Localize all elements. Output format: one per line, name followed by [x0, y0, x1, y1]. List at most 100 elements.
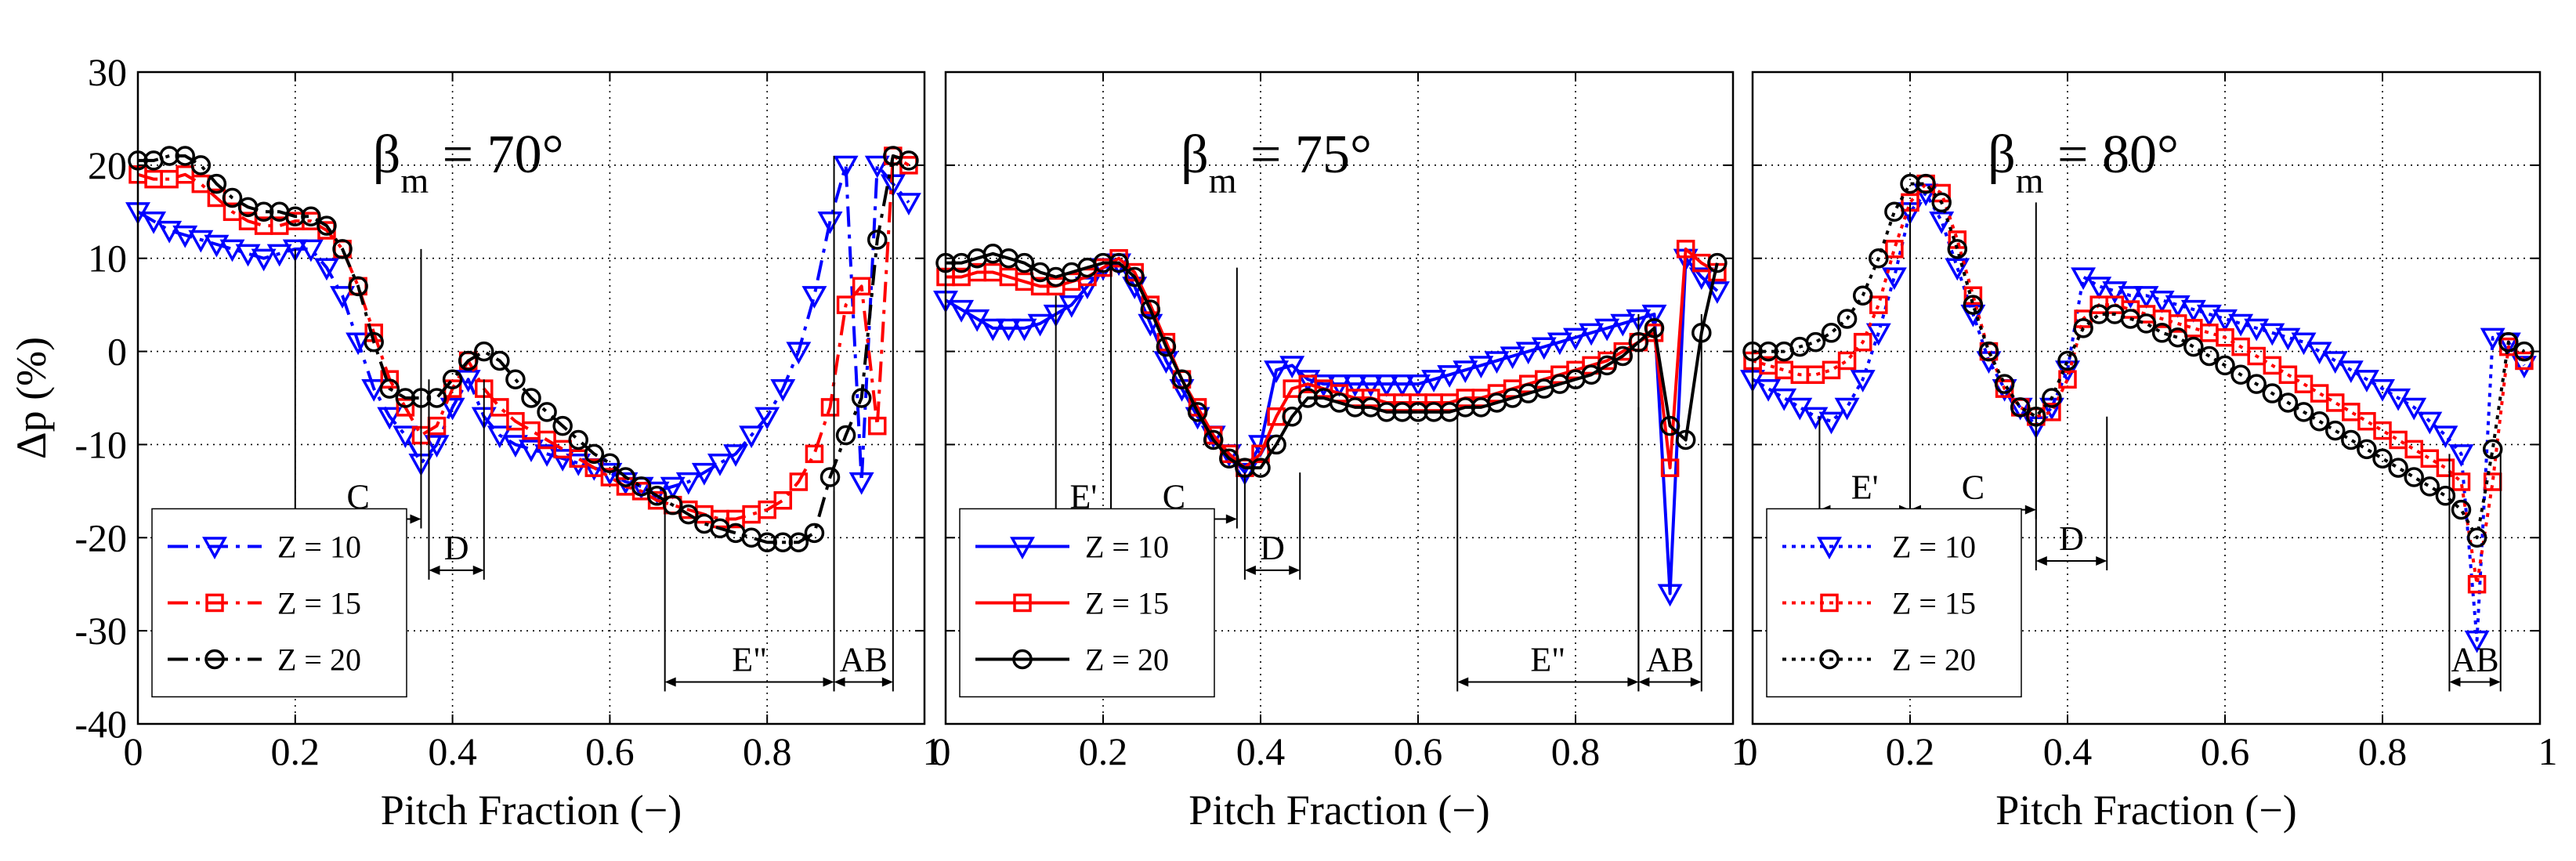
data-point	[2401, 397, 2427, 421]
data-point	[1421, 370, 1447, 393]
data-point	[455, 370, 481, 393]
data-point	[2199, 345, 2220, 367]
legend-label: Z = 10	[1085, 529, 1169, 564]
data-point	[251, 248, 277, 272]
legend-box	[1766, 508, 2022, 698]
data-point	[1013, 593, 1032, 613]
legend-label: Z = 15	[277, 585, 361, 620]
data-point	[996, 318, 1022, 342]
data-point	[2357, 439, 2377, 460]
data-point	[2294, 374, 2314, 393]
data-point	[1392, 402, 1413, 422]
plot-frame	[136, 71, 926, 725]
data-point	[2089, 304, 2109, 324]
data-point	[206, 173, 227, 194]
y-tick-label: -40	[74, 702, 127, 746]
data-point	[2230, 364, 2251, 385]
data-point	[2341, 429, 2361, 450]
legend-label: Z = 15	[1085, 585, 1169, 620]
data-point	[1900, 173, 1920, 194]
data-point	[660, 476, 686, 500]
data-point	[159, 146, 179, 166]
annotation-arrow	[664, 677, 676, 687]
data-point	[675, 472, 701, 495]
legend-label: Z = 10	[1892, 529, 1976, 564]
y-tick-label: -10	[74, 422, 127, 466]
data-point	[1484, 351, 1510, 374]
data-point	[2464, 630, 2490, 653]
data-point	[1093, 252, 1113, 273]
annotation-arrow	[410, 514, 421, 524]
y-tick-label: -20	[74, 516, 127, 559]
x-tick-label: 0.4	[2043, 729, 2093, 773]
data-point	[2246, 374, 2267, 394]
data-point	[2372, 448, 2393, 469]
data-point	[534, 444, 560, 467]
x-tick-label: 0.2	[1886, 729, 1935, 773]
data-point	[2136, 313, 2157, 334]
data-point	[1437, 365, 1463, 388]
data-point	[804, 523, 825, 544]
data-point	[788, 532, 809, 552]
data-point	[502, 435, 528, 458]
data-point	[1659, 415, 1681, 436]
data-point	[2325, 393, 2345, 412]
data-point	[754, 407, 780, 430]
data-point	[1641, 304, 1667, 327]
data-point	[2247, 346, 2266, 366]
data-point	[2278, 393, 2299, 413]
data-point	[553, 440, 572, 459]
data-point	[1869, 248, 1889, 269]
data-point	[820, 398, 840, 417]
data-point	[895, 193, 921, 216]
y-tick-label: 10	[88, 237, 127, 280]
x-tick-label: 0.6	[1394, 729, 1443, 773]
data-point	[552, 415, 573, 436]
x-axis-title: Pitch Fraction (−)	[1995, 787, 2296, 834]
x-tick-label: 0.6	[2201, 729, 2250, 773]
panel-series	[1740, 173, 2537, 653]
panel-ticks: 0 0.2 0.4 0.6 0.8 1 -40 -30 -20 -10 0 10 20 30	[74, 50, 942, 773]
data-point	[1515, 342, 1541, 365]
legend-label: Z = 20	[1892, 642, 1976, 677]
data-point	[2102, 281, 2128, 304]
x-tick-label: 0.2	[1079, 729, 1128, 773]
data-point	[1424, 402, 1444, 422]
data-point	[1279, 356, 1305, 379]
data-point	[2342, 403, 2361, 421]
data-point	[2388, 458, 2408, 478]
data-point	[1500, 346, 1525, 370]
data-point	[631, 476, 652, 497]
data-point	[2498, 331, 2519, 353]
data-point	[805, 444, 824, 464]
data-point	[1027, 313, 1053, 337]
data-point	[1264, 360, 1290, 383]
data-point	[1594, 318, 1620, 342]
data-point	[550, 449, 576, 472]
data-point	[379, 378, 400, 399]
data-point	[2275, 327, 2301, 351]
data-point	[190, 155, 212, 175]
data-point	[1295, 370, 1321, 393]
data-point	[458, 350, 479, 371]
legend: Z = 10 Z = 15 Z = 20	[1766, 508, 2022, 698]
data-point	[1282, 407, 1302, 427]
data-point	[2451, 472, 2471, 491]
x-tick-label: 0	[1738, 729, 1758, 773]
data-point	[2420, 449, 2440, 468]
legend: Z = 10 Z = 15 Z = 20	[151, 508, 407, 698]
x-tick-label: 1	[1731, 729, 1751, 773]
annotation-arrow	[2096, 556, 2107, 566]
data-point	[819, 467, 841, 487]
data-point	[1675, 429, 1696, 450]
data-point	[758, 500, 776, 519]
data-point	[1140, 299, 1161, 320]
panel-title: βm = 70°	[373, 125, 564, 201]
data-point	[361, 378, 387, 402]
legend-label: Z = 15	[1892, 585, 1976, 620]
data-point	[1358, 374, 1384, 397]
data-point	[789, 472, 809, 491]
data-point	[219, 239, 245, 262]
annotation-arrow	[834, 677, 845, 687]
data-point	[157, 220, 183, 244]
